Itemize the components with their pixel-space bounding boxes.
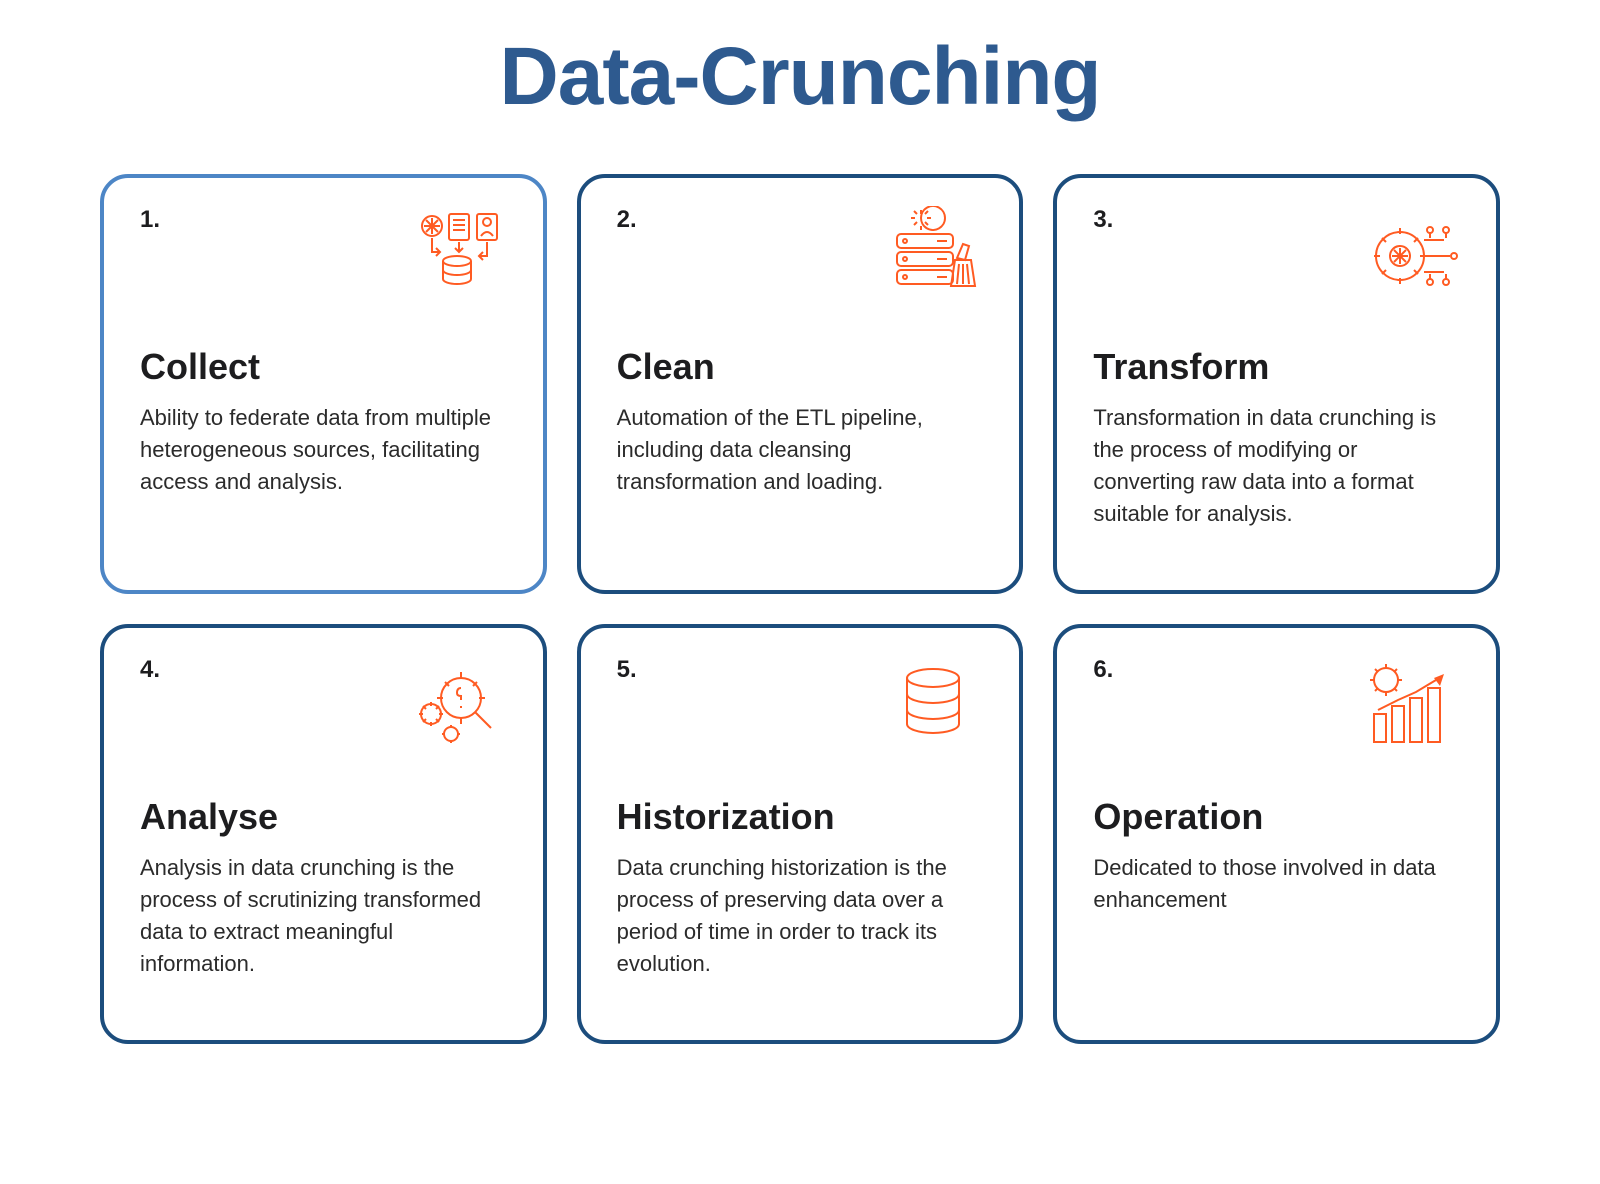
historization-icon	[883, 656, 983, 756]
card-grid: 1. Collect Ability to f	[60, 174, 1540, 1044]
card-title: Analyse	[140, 796, 507, 838]
card-number: 1.	[140, 206, 160, 234]
card-desc: Analysis in data crunching is the proces…	[140, 852, 507, 980]
card-number: 2.	[617, 206, 637, 234]
card-number: 4.	[140, 656, 160, 684]
clean-icon	[883, 206, 983, 306]
card-operation: 6. Operation Dedicated to those involved…	[1053, 624, 1500, 1044]
card-title: Operation	[1093, 796, 1460, 838]
card-title: Historization	[617, 796, 984, 838]
card-collect: 1. Collect Ability to f	[100, 174, 547, 594]
card-title: Clean	[617, 346, 984, 388]
card-desc: Transformation in data crunching is the …	[1093, 402, 1460, 530]
card-desc: Data crunching historization is the proc…	[617, 852, 984, 980]
card-title: Collect	[140, 346, 507, 388]
card-number: 5.	[617, 656, 637, 684]
card-number: 6.	[1093, 656, 1113, 684]
card-desc: Automation of the ETL pipeline, includin…	[617, 402, 984, 498]
card-title: Transform	[1093, 346, 1460, 388]
card-historization: 5. Historization Data crunching historiz…	[577, 624, 1024, 1044]
card-desc: Ability to federate data from multiple h…	[140, 402, 507, 498]
analyse-icon	[407, 656, 507, 756]
card-clean: 2. Clean Automation of the ETL pipeline,…	[577, 174, 1024, 594]
card-analyse: 4. Analyse Analysis in data crunching is…	[100, 624, 547, 1044]
operation-icon	[1360, 656, 1460, 756]
collect-icon	[407, 206, 507, 306]
card-number: 3.	[1093, 206, 1113, 234]
page-title: Data-Crunching	[60, 30, 1540, 124]
card-transform: 3. Transform Transformation in data crun…	[1053, 174, 1500, 594]
transform-icon	[1360, 206, 1460, 306]
card-desc: Dedicated to those involved in data enha…	[1093, 852, 1460, 916]
